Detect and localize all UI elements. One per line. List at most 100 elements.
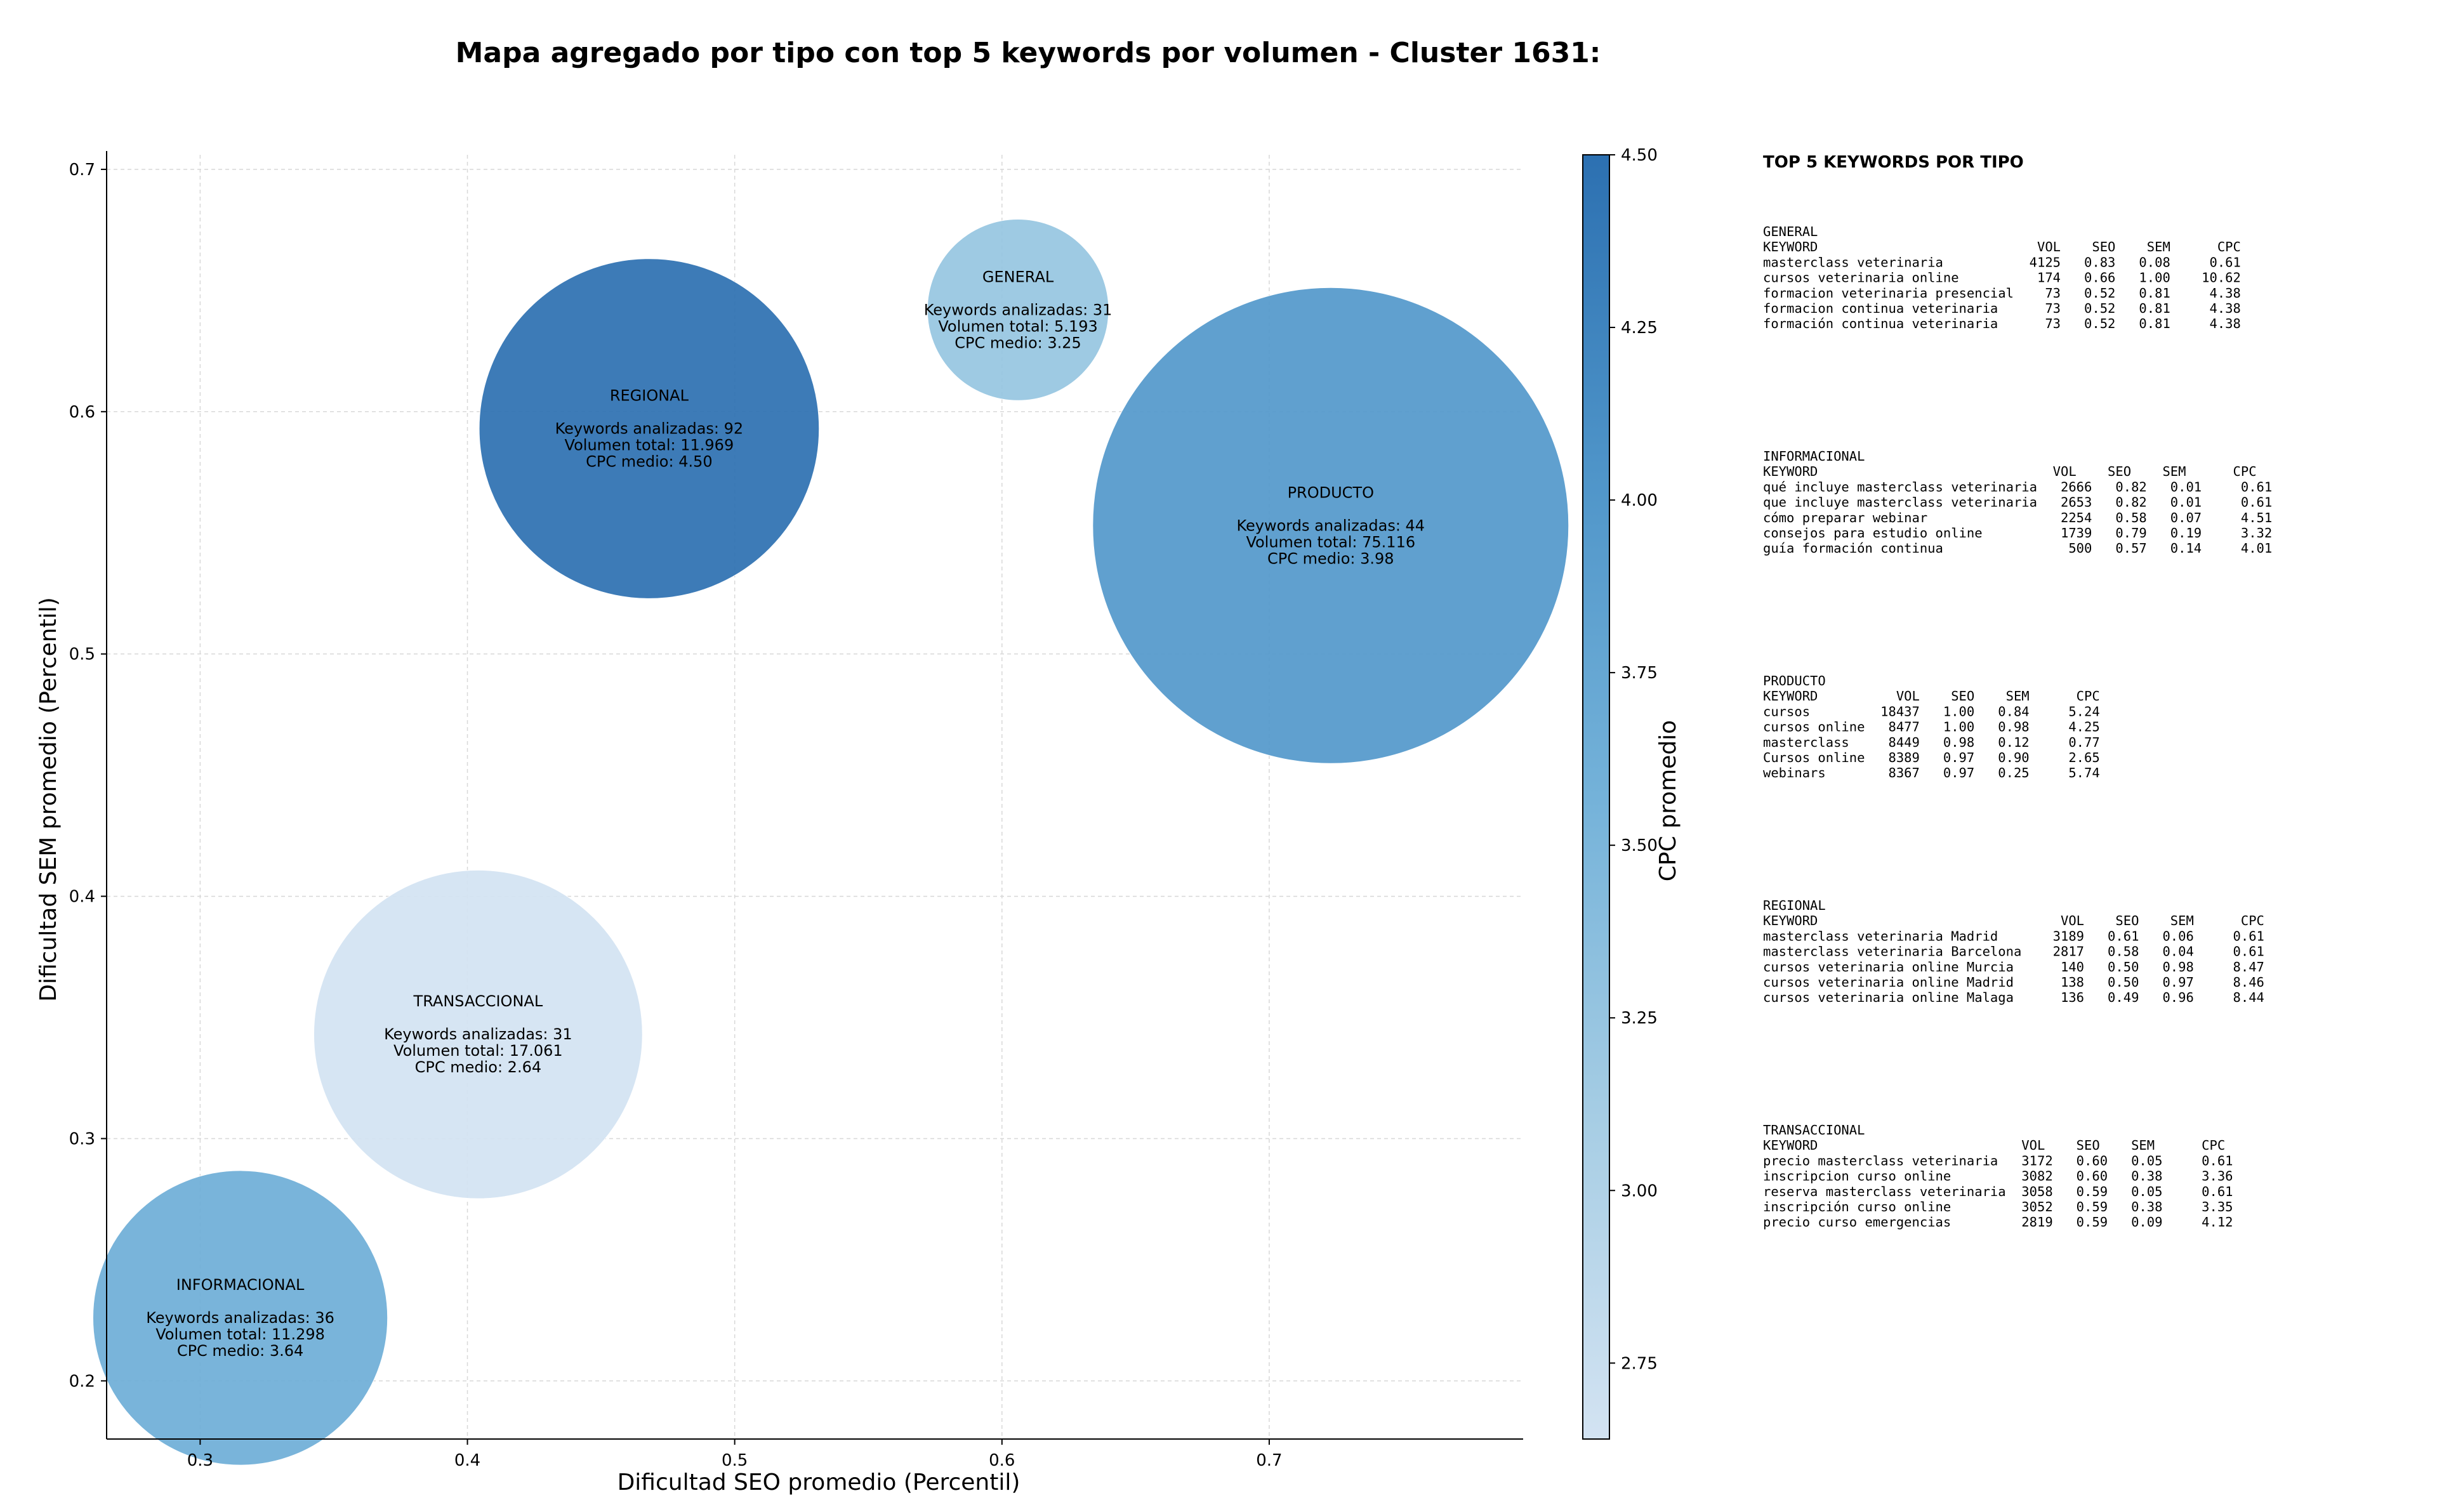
bubble-circle-0: [479, 258, 820, 599]
side-table-title: TOP 5 KEYWORDS POR TIPO: [1763, 153, 2024, 172]
bubble-label-0-3: Volumen total: 11.969: [565, 437, 734, 454]
colorbar-gradient: [1582, 154, 1610, 1440]
side-table-row-2-0: KEYWORD VOL SEO SEM CPC: [1763, 688, 2100, 704]
side-table-row-4-0: KEYWORD VOL SEO SEM CPC: [1763, 1138, 2225, 1153]
colorbar-tick-label-0: 2.75: [1621, 1354, 1658, 1373]
side-table-row-4-1: precio masterclass veterinaria 3172 0.60…: [1763, 1153, 2233, 1168]
bubble-informacional: INFORMACIONAL Keywords analizadas: 36Volu…: [92, 1170, 388, 1466]
colorbar-tick-label-3: 3.50: [1621, 836, 1658, 855]
side-table-row-3-5: cursos veterinaria online Malaga 136 0.4…: [1763, 990, 2264, 1005]
colorbar-tick-label-7: 4.50: [1621, 146, 1658, 165]
y-tick-label-0: 0.2: [69, 1372, 95, 1391]
y-tick-label-3: 0.5: [69, 645, 95, 664]
side-table-row-2-1: cursos 18437 1.00 0.84 5.24: [1763, 704, 2100, 719]
bubble-label-3-4: CPC medio: 2.64: [415, 1058, 542, 1076]
x-tick-label-0: 0.3: [187, 1451, 213, 1470]
side-table-row-4-3: reserva masterclass veterinaria 3058 0.5…: [1763, 1184, 2233, 1199]
side-table-group-name-0: GENERAL: [1763, 224, 1818, 239]
bubble-label-3-2: Keywords analizadas: 31: [384, 1025, 572, 1043]
side-table-row-0-3: formacion veterinaria presencial 73 0.52…: [1763, 286, 2241, 301]
side-table-row-1-4: consejos para estudio online 1739 0.79 0…: [1763, 525, 2272, 541]
bubble-label-4-4: CPC medio: 3.64: [177, 1342, 304, 1360]
bubble-transaccional: TRANSACCIONAL Keywords analizadas: 31Volu…: [313, 869, 643, 1199]
chart-title: Mapa agregado por tipo con top 5 keyword…: [456, 37, 1601, 69]
side-table-group-name-3: REGIONAL: [1763, 898, 1826, 913]
x-tick-label-4: 0.7: [1256, 1451, 1282, 1470]
side-table-row-3-1: masterclass veterinaria Madrid 3189 0.61…: [1763, 928, 2264, 943]
side-table-row-1-2: que incluye masterclass veterinaria 2653…: [1763, 495, 2272, 510]
side-table-row-0-2: cursos veterinaria online 174 0.66 1.00 …: [1763, 270, 2241, 286]
bubble-circle-2: [1092, 287, 1569, 764]
bubble-label-4-2: Keywords analizadas: 36: [146, 1309, 334, 1327]
x-tick-label-2: 0.5: [722, 1451, 748, 1470]
side-table-row-3-4: cursos veterinaria online Madrid 138 0.5…: [1763, 975, 2264, 990]
y-tick-label-2: 0.4: [69, 888, 95, 907]
colorbar: 2.75 3.00 3.25 3.50 3.75 4.00 4.25 4.50: [1582, 146, 1658, 1440]
side-table-row-4-4: inscripción curso online 3052 0.59 0.38 …: [1763, 1199, 2233, 1214]
y-tick-label-1: 0.3: [69, 1129, 95, 1148]
bubble-label-2-4: CPC medio: 3.98: [1267, 549, 1394, 567]
side-table-row-1-3: cómo preparar webinar 2254 0.58 0.07 4.5…: [1763, 510, 2272, 525]
side-table-row-3-0: KEYWORD VOL SEO SEM CPC: [1763, 913, 2264, 928]
bubble-label-4-3: Volumen total: 11.298: [155, 1325, 325, 1343]
side-table-row-0-1: masterclass veterinaria 4125 0.83 0.08 0…: [1763, 254, 2241, 270]
bubble-label-0-2: Keywords analizadas: 92: [555, 420, 744, 438]
colorbar-tick-label-4: 3.75: [1621, 664, 1658, 683]
side-table-row-2-5: webinars 8367 0.97 0.25 5.74: [1763, 765, 2100, 780]
side-table-group-name-2: PRODUCTO: [1763, 673, 1826, 688]
side-table-row-3-2: masterclass veterinaria Barcelona 2817 0…: [1763, 944, 2264, 959]
bubble-label-0-4: CPC medio: 4.50: [586, 453, 713, 471]
side-table-row-1-5: guía formación continua 500 0.57 0.14 4.…: [1763, 541, 2272, 556]
axes-layer: 0.3 0.4 0.5 0.6 0.7 0.2 0.3 0.4 0.5 0.6 0.7: [69, 151, 1523, 1470]
side-table-row-2-2: cursos online 8477 1.00 0.98 4.25: [1763, 720, 2100, 735]
x-axis-title: Dificultad SEO promedio (Percentil): [618, 1469, 1020, 1496]
side-table-row-1-1: qué incluye masterclass veterinaria 2666…: [1763, 479, 2272, 494]
bubble-label-1-3: Volumen total: 5.193: [938, 317, 1097, 335]
side-table-row-4-2: inscripcion curso online 3082 0.60 0.38 …: [1763, 1169, 2233, 1184]
side-table-row-0-5: formación continua veterinaria 73 0.52 0…: [1763, 316, 2241, 331]
bubble-label-0-0: REGIONAL: [610, 387, 689, 405]
bubble-label-2-2: Keywords analizadas: 44: [1236, 516, 1425, 534]
y-tick-label-5: 0.7: [69, 161, 95, 180]
side-table-row-0-4: formacion continua veterinaria 73 0.52 0…: [1763, 301, 2241, 316]
bubble-label-4-0: INFORMACIONAL: [176, 1276, 305, 1294]
x-tick-label-1: 0.4: [454, 1451, 480, 1470]
x-tick-label-3: 0.6: [989, 1451, 1015, 1470]
bubble-label-1-2: Keywords analizadas: 31: [924, 301, 1113, 319]
bubble-label-2-3: Volumen total: 75.116: [1246, 533, 1415, 551]
bubble-circle-1: [927, 219, 1109, 401]
bubble-label-3-0: TRANSACCIONAL: [413, 992, 543, 1010]
side-table-row-4-5: precio curso emergencias 2819 0.59 0.09 …: [1763, 1214, 2233, 1230]
colorbar-tick-label-6: 4.25: [1621, 319, 1658, 338]
bubble-label-1-4: CPC medio: 3.25: [954, 334, 1081, 352]
colorbar-title: CPC promedio: [1655, 720, 1681, 881]
bubble-label-2-0: PRODUCTO: [1288, 483, 1374, 501]
bubble-label-3-3: Volumen total: 17.061: [393, 1042, 563, 1060]
bubble-label-1-0: GENERAL: [982, 268, 1054, 286]
side-table-row-0-0: KEYWORD VOL SEO SEM CPC: [1763, 239, 2241, 254]
side-table-group-name-1: INFORMACIONAL: [1763, 449, 1865, 464]
colorbar-tick-label-2: 3.25: [1621, 1009, 1658, 1028]
colorbar-tick-label-5: 4.00: [1621, 491, 1658, 510]
side-table-row-2-3: masterclass 8449 0.98 0.12 0.77: [1763, 735, 2100, 750]
side-table-group-name-4: TRANSACCIONAL: [1763, 1122, 1865, 1138]
colorbar-tick-label-1: 3.00: [1621, 1181, 1658, 1200]
bubble-circle-4: [92, 1170, 388, 1466]
y-tick-label-4: 0.6: [69, 403, 95, 422]
bubble-circle-3: [313, 869, 643, 1199]
side-table-row-2-4: Cursos online 8389 0.97 0.90 2.65: [1763, 750, 2100, 765]
side-table-row-3-3: cursos veterinaria online Murcia 140 0.5…: [1763, 959, 2264, 975]
y-axis-title: Dificultad SEM promedio (Percentil): [36, 597, 62, 1002]
side-table-row-1-0: KEYWORD VOL SEO SEM CPC: [1763, 464, 2257, 479]
